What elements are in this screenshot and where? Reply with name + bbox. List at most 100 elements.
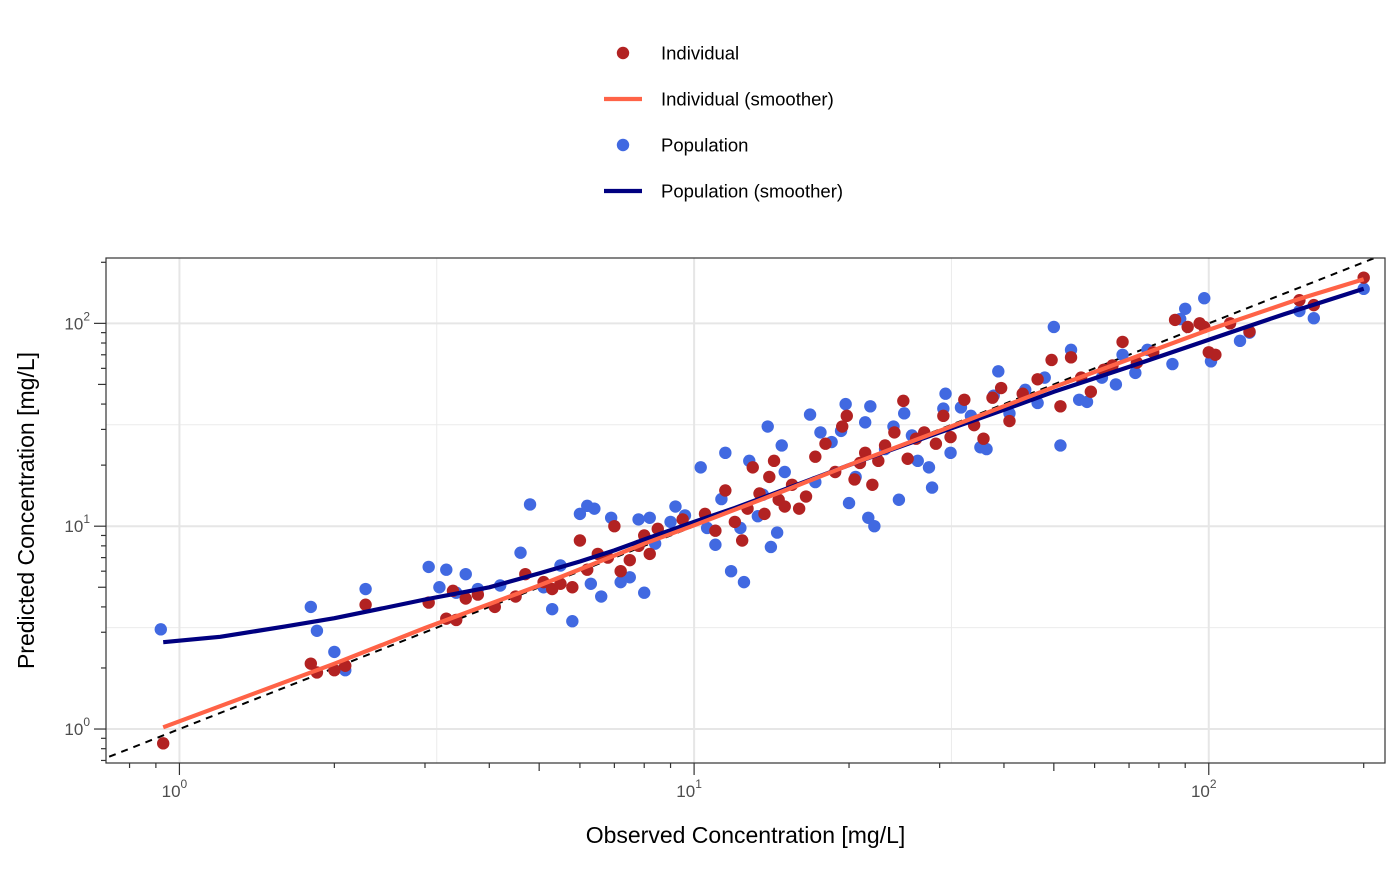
individual-point (866, 478, 879, 491)
population-point (310, 624, 324, 637)
individual-point (1054, 400, 1067, 413)
individual-point (643, 547, 656, 561)
individual-point (809, 450, 822, 463)
population-point (573, 507, 587, 521)
population-point (864, 400, 877, 413)
individual-point (623, 553, 636, 567)
individual-point (1209, 348, 1222, 361)
individual-point (888, 426, 901, 439)
individual-point (1181, 320, 1194, 334)
individual-point (459, 592, 472, 605)
population-point (154, 623, 167, 636)
population-point (761, 420, 774, 433)
legend-label: Population (661, 135, 748, 156)
population-point (584, 577, 598, 590)
population-point (1080, 395, 1094, 409)
individual-point (709, 524, 722, 537)
population-point (868, 519, 881, 533)
individual-point (937, 409, 950, 423)
population-point (459, 567, 472, 581)
population-point (1109, 378, 1123, 391)
individual-point (1116, 335, 1129, 349)
legend-label: Individual (661, 43, 739, 64)
population-point (764, 540, 778, 554)
y-tick-label: 101 (64, 512, 90, 536)
population-point (638, 586, 651, 599)
individual-point (767, 454, 781, 468)
population-point (588, 502, 601, 515)
population-point (664, 515, 677, 529)
individual-point (1045, 353, 1058, 367)
population-point (632, 513, 645, 526)
population-point (814, 426, 827, 439)
individual-point (614, 564, 627, 578)
population-point (980, 442, 993, 456)
population-point (1129, 366, 1142, 380)
x-tick-label: 101 (676, 777, 702, 801)
population-point (1233, 334, 1247, 348)
population-point (737, 575, 751, 589)
individual-point (792, 502, 806, 515)
individual-point (758, 507, 771, 521)
individual-point (986, 391, 999, 404)
population-point (566, 615, 579, 628)
individual-point (304, 657, 318, 670)
legend-point-key (616, 138, 630, 152)
population-point (440, 563, 453, 576)
population-point (1307, 312, 1321, 325)
population-point (669, 500, 682, 513)
individual-point (157, 737, 170, 750)
smoother-lines (162, 277, 1365, 730)
individual-point (848, 473, 861, 486)
population-point (925, 481, 939, 494)
individual-point (566, 581, 579, 594)
population-point (614, 575, 627, 589)
population-smoother-line (163, 286, 1365, 645)
population-point (839, 397, 852, 411)
individual-point (840, 409, 853, 423)
individual-point (1064, 351, 1078, 364)
individual-point (1084, 385, 1098, 398)
population-point (709, 538, 722, 551)
population-point (770, 526, 784, 539)
individual-point (958, 393, 971, 406)
population-point (694, 461, 707, 474)
individual-point (836, 420, 849, 433)
individual-point (676, 513, 689, 526)
legend-item: Population (616, 135, 748, 156)
population-point (545, 602, 559, 616)
population-point (1047, 320, 1061, 334)
population-point (922, 461, 936, 474)
legend-item: Individual (616, 43, 739, 64)
legend-label: Population (smoother) (661, 181, 843, 202)
population-point (944, 446, 957, 460)
population-point (623, 571, 636, 584)
x-tick-label: 102 (1191, 777, 1217, 801)
population-point (992, 365, 1005, 378)
legend-item: Individual (smoother) (604, 89, 834, 110)
population-point (359, 582, 372, 596)
population-point (1198, 292, 1211, 305)
population-point (911, 454, 924, 468)
individual-point (994, 381, 1008, 395)
population-point (422, 560, 435, 574)
legend: Individual Individual (smoother) Populatio… (604, 43, 843, 202)
individual-point (735, 534, 749, 547)
individual-point (608, 519, 621, 533)
population-point (778, 465, 791, 479)
population-point (523, 498, 537, 511)
population-point (892, 493, 906, 506)
population-point (939, 387, 952, 400)
individual-point (746, 461, 759, 474)
individual-point (763, 470, 776, 484)
individual-point (929, 437, 943, 450)
y-tick-label: 102 (64, 309, 90, 333)
population-point (304, 600, 318, 614)
individual-point (778, 500, 791, 513)
x-tick-label: 100 (162, 777, 188, 801)
population-point (898, 407, 911, 420)
population-point (328, 645, 341, 659)
population-point (1166, 357, 1179, 371)
individual-point (1168, 313, 1182, 327)
population-point (842, 496, 856, 510)
